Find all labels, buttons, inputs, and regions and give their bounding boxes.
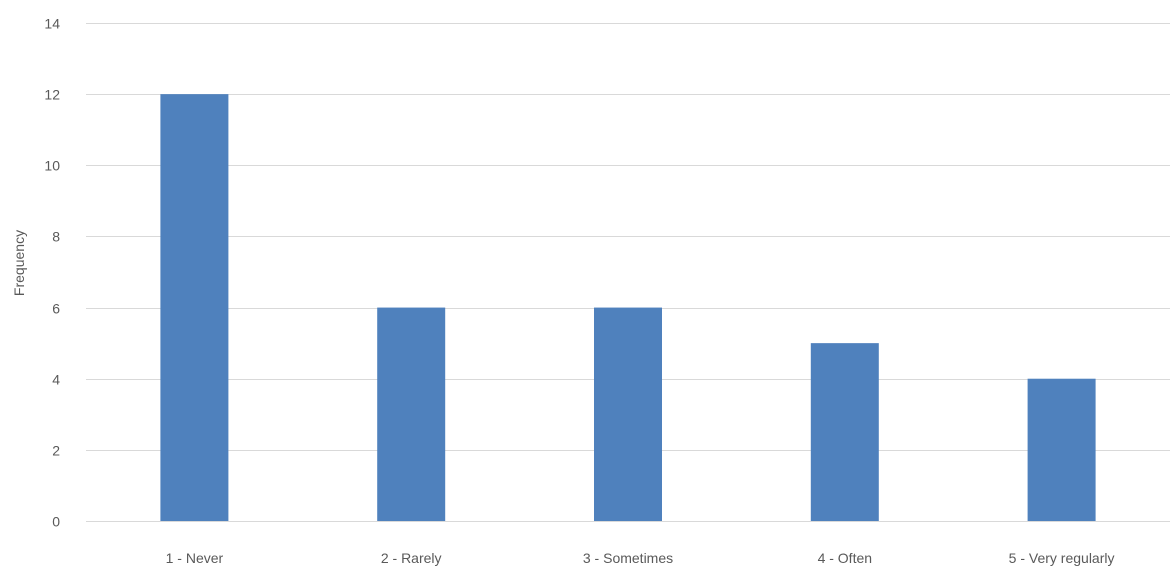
x-tick-label: 5 - Very regularly [1009,550,1115,566]
y-axis-ticks: 0 2 4 6 8 10 12 14 [44,16,60,530]
y-tick-label: 2 [52,443,60,459]
x-axis-ticks: 1 - Never 2 - Rarely 3 - Sometimes 4 - Ofte… [166,550,1115,566]
bar [160,94,229,522]
x-tick-label: 3 - Sometimes [583,550,673,566]
y-tick-label: 10 [44,158,60,174]
y-tick-label: 6 [52,301,60,317]
y-tick-label: 4 [52,372,60,388]
y-tick-label: 0 [52,514,60,530]
x-tick-label: 2 - Rarely [381,550,442,566]
bar [377,307,446,521]
bar [594,307,662,521]
bars [160,94,1096,522]
bar [810,343,879,521]
y-tick-label: 12 [44,87,60,103]
y-tick-label: 14 [44,16,60,32]
x-tick-label: 1 - Never [166,550,224,566]
bar [1027,378,1096,521]
y-tick-label: 8 [52,229,60,245]
y-axis-title: Frequency [11,230,27,296]
x-tick-label: 4 - Often [818,550,872,566]
